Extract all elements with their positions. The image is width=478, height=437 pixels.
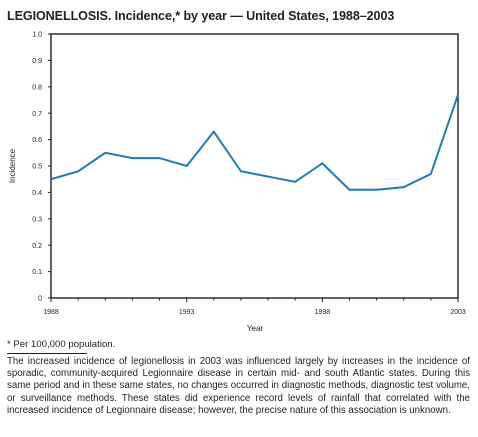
explanatory-note: The increased incidence of legionellosis… <box>7 356 470 416</box>
y-tick-label: 0.2 <box>32 243 42 250</box>
y-tick-label: 0 <box>38 296 42 303</box>
x-tick-label: 1988 <box>43 309 59 316</box>
footnote-divider <box>7 353 87 354</box>
x-tick-label: 1998 <box>315 309 331 316</box>
y-tick-label: 0.6 <box>32 137 42 144</box>
incidence-line <box>50 94 459 191</box>
axes <box>50 33 459 299</box>
x-tick-label: 2003 <box>450 309 466 316</box>
y-tick-label: 0.3 <box>32 216 42 223</box>
y-tick-label: 1.0 <box>32 32 42 39</box>
x-axis-label: Year <box>247 324 264 333</box>
x-tick-label: 1993 <box>179 309 195 316</box>
footnote: * Per 100,000 population. <box>7 339 116 350</box>
y-tick-label: 0.5 <box>32 164 42 171</box>
plot-frame <box>50 33 459 299</box>
y-tick-label: 0.8 <box>32 84 42 91</box>
tick-marks <box>48 33 459 302</box>
y-tick-label: 0.1 <box>32 269 42 276</box>
y-tick-label: 0.9 <box>32 58 42 65</box>
y-tick-label: 0.7 <box>32 111 42 118</box>
y-axis-label: Incidence <box>8 148 17 183</box>
chart-title: LEGIONELLOSIS. Incidence,* by year — Uni… <box>7 9 395 23</box>
line-chart: 0 0.1 0.2 0.3 0.4 0.5 0.6 0.7 0.8 0.9 1.0 1988 1993 1… <box>8 32 466 333</box>
series <box>50 94 459 191</box>
tick-labels: 0 0.1 0.2 0.3 0.4 0.5 0.6 0.7 0.8 0.9 1.0 1988 1993 1… <box>32 32 466 316</box>
y-tick-label: 0.4 <box>32 190 42 197</box>
